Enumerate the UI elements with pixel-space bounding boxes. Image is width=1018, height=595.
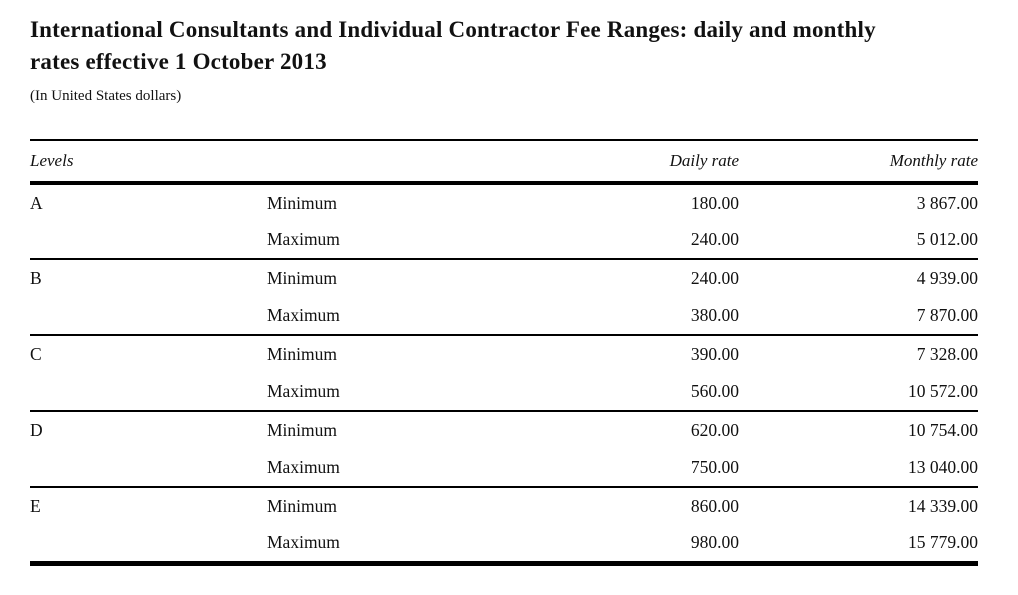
level-label: D (30, 410, 267, 449)
daily-rate-value: 180.00 (690, 192, 739, 213)
daily-rate-value: 620.00 (502, 410, 739, 449)
daily-rate-value: 560.00 (690, 381, 739, 401)
table-row: Maximum 750.00 13 040.00 (30, 449, 978, 487)
monthly-rate-value: 10 754.00 (739, 410, 978, 449)
daily-rate-value: 390.00 (502, 334, 739, 373)
monthly-rate-value: 7 870.00 (916, 305, 978, 325)
row-label: Maximum (267, 457, 340, 477)
monthly-rate-value: 7 328.00 (739, 334, 978, 373)
table-row: C Minimum 390.00 7 328.00 (30, 334, 978, 373)
level-label: E (30, 486, 267, 525)
table-row: E Minimum 860.00 14 339.00 (30, 486, 978, 525)
monthly-rate-value: 10 572.00 (908, 381, 978, 401)
level-label (30, 297, 267, 335)
monthly-rate-value: 3 867.00 (916, 192, 978, 213)
column-header-daily-rate: Daily rate (502, 139, 739, 185)
table-row: A Minimum 180.00 3 867.00 (30, 183, 978, 221)
level-label: A (30, 192, 43, 213)
level-label (30, 449, 267, 487)
daily-rate-value: 240.00 (690, 229, 739, 249)
daily-rate-value: 750.00 (690, 457, 739, 477)
table-row: B Minimum 240.00 4 939.00 (30, 258, 978, 297)
monthly-rate-value: 15 779.00 (739, 525, 978, 566)
row-label: Maximum (267, 229, 340, 249)
level-label (30, 525, 267, 566)
document-title: International Consultants and Individual… (30, 17, 876, 74)
daily-rate-value: 860.00 (502, 486, 739, 525)
fee-ranges-table: Levels Daily rate Monthly rate A Minimum… (30, 139, 978, 566)
monthly-rate-value: 5 012.00 (916, 229, 978, 249)
row-label: Minimum (267, 192, 338, 213)
table-header: Levels Daily rate Monthly rate (30, 139, 978, 185)
monthly-rate-value: 14 339.00 (739, 486, 978, 525)
daily-rate-value: 980.00 (502, 525, 739, 566)
daily-rate-value: 240.00 (502, 258, 739, 297)
row-label: Minimum (267, 410, 502, 449)
column-header-monthly-rate: Monthly rate (739, 139, 978, 185)
row-label: Minimum (267, 334, 502, 373)
header-row: Levels Daily rate Monthly rate (30, 139, 978, 185)
table-row: Maximum 380.00 7 870.00 (30, 297, 978, 335)
row-label: Maximum (267, 381, 340, 401)
row-label: Maximum (267, 525, 502, 566)
table-row: D Minimum 620.00 10 754.00 (30, 410, 978, 449)
table-row: Maximum 560.00 10 572.00 (30, 373, 978, 411)
table-row: Maximum 240.00 5 012.00 (30, 221, 978, 259)
level-label: B (30, 258, 267, 297)
monthly-rate-value: 13 040.00 (908, 457, 978, 477)
row-label: Minimum (267, 258, 502, 297)
row-label: Minimum (267, 486, 502, 525)
row-label: Maximum (267, 305, 340, 325)
level-label (30, 221, 267, 259)
daily-rate-value: 380.00 (690, 305, 739, 325)
table-body: A Minimum 180.00 3 867.00 Maximum 240.00… (30, 183, 978, 566)
table-row: Maximum 980.00 15 779.00 (30, 525, 978, 566)
document-subtitle: (In United States dollars) (30, 88, 182, 104)
monthly-rate-value: 4 939.00 (739, 258, 978, 297)
document-page: International Consultants and Individual… (30, 17, 978, 566)
level-label: C (30, 334, 267, 373)
level-label (30, 373, 267, 411)
column-header-levels: Levels (30, 139, 502, 185)
